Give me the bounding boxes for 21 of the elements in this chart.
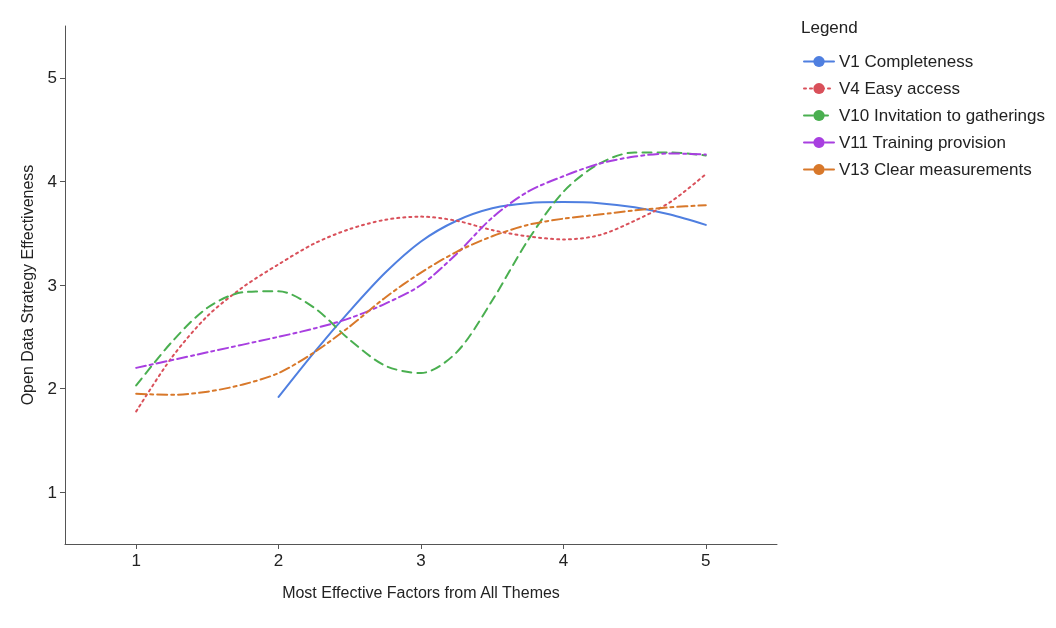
line-series — [135, 173, 707, 413]
x-tick-label: 3 — [416, 551, 426, 570]
legend-label: V11 Training provision — [839, 133, 1006, 152]
y-tick-label: 4 — [47, 171, 57, 191]
x-axis-title: Most Effective Factors from All Themes — [282, 583, 560, 601]
y-tick-label: 5 — [47, 68, 57, 88]
legend-label: V1 Completeness — [839, 52, 974, 71]
y-tick-label: 2 — [47, 379, 57, 399]
y-tick-label: 1 — [47, 482, 57, 502]
legend-title: Legend — [801, 18, 858, 37]
legend-label: V10 Invitation to gatherings — [839, 106, 1046, 125]
legend-label: V4 Easy access — [839, 79, 960, 98]
x-tick-label: 2 — [273, 551, 284, 570]
y-axis-title: Open Data Strategy Effectiveness — [18, 164, 36, 406]
x-tick-label: 4 — [558, 551, 569, 570]
line-series — [277, 201, 707, 398]
y-tick-label: 3 — [47, 275, 57, 295]
line-series — [135, 204, 707, 396]
x-tick-label: 5 — [701, 551, 711, 570]
legend-label: V13 Clear measurements — [839, 160, 1032, 179]
x-tick-label: 1 — [131, 551, 141, 570]
